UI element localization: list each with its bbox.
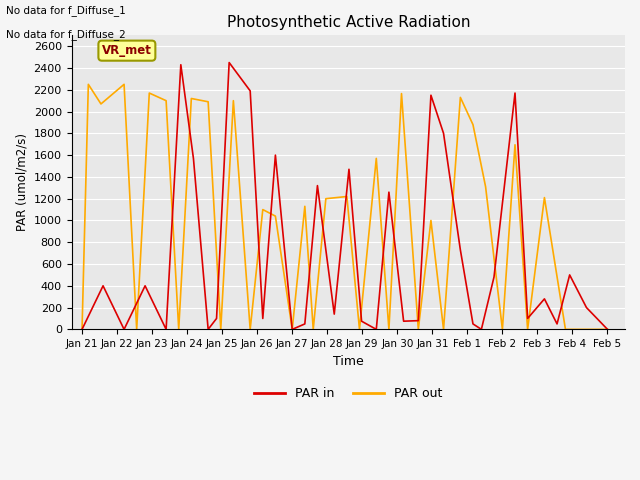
X-axis label: Time: Time (333, 355, 364, 368)
Text: No data for f_Diffuse_2: No data for f_Diffuse_2 (6, 29, 126, 40)
Y-axis label: PAR (umol/m2/s): PAR (umol/m2/s) (15, 133, 28, 231)
Text: VR_met: VR_met (102, 44, 152, 57)
Title: Photosynthetic Active Radiation: Photosynthetic Active Radiation (227, 15, 470, 30)
Legend: PAR in, PAR out: PAR in, PAR out (249, 383, 448, 406)
Text: No data for f_Diffuse_1: No data for f_Diffuse_1 (6, 5, 126, 16)
